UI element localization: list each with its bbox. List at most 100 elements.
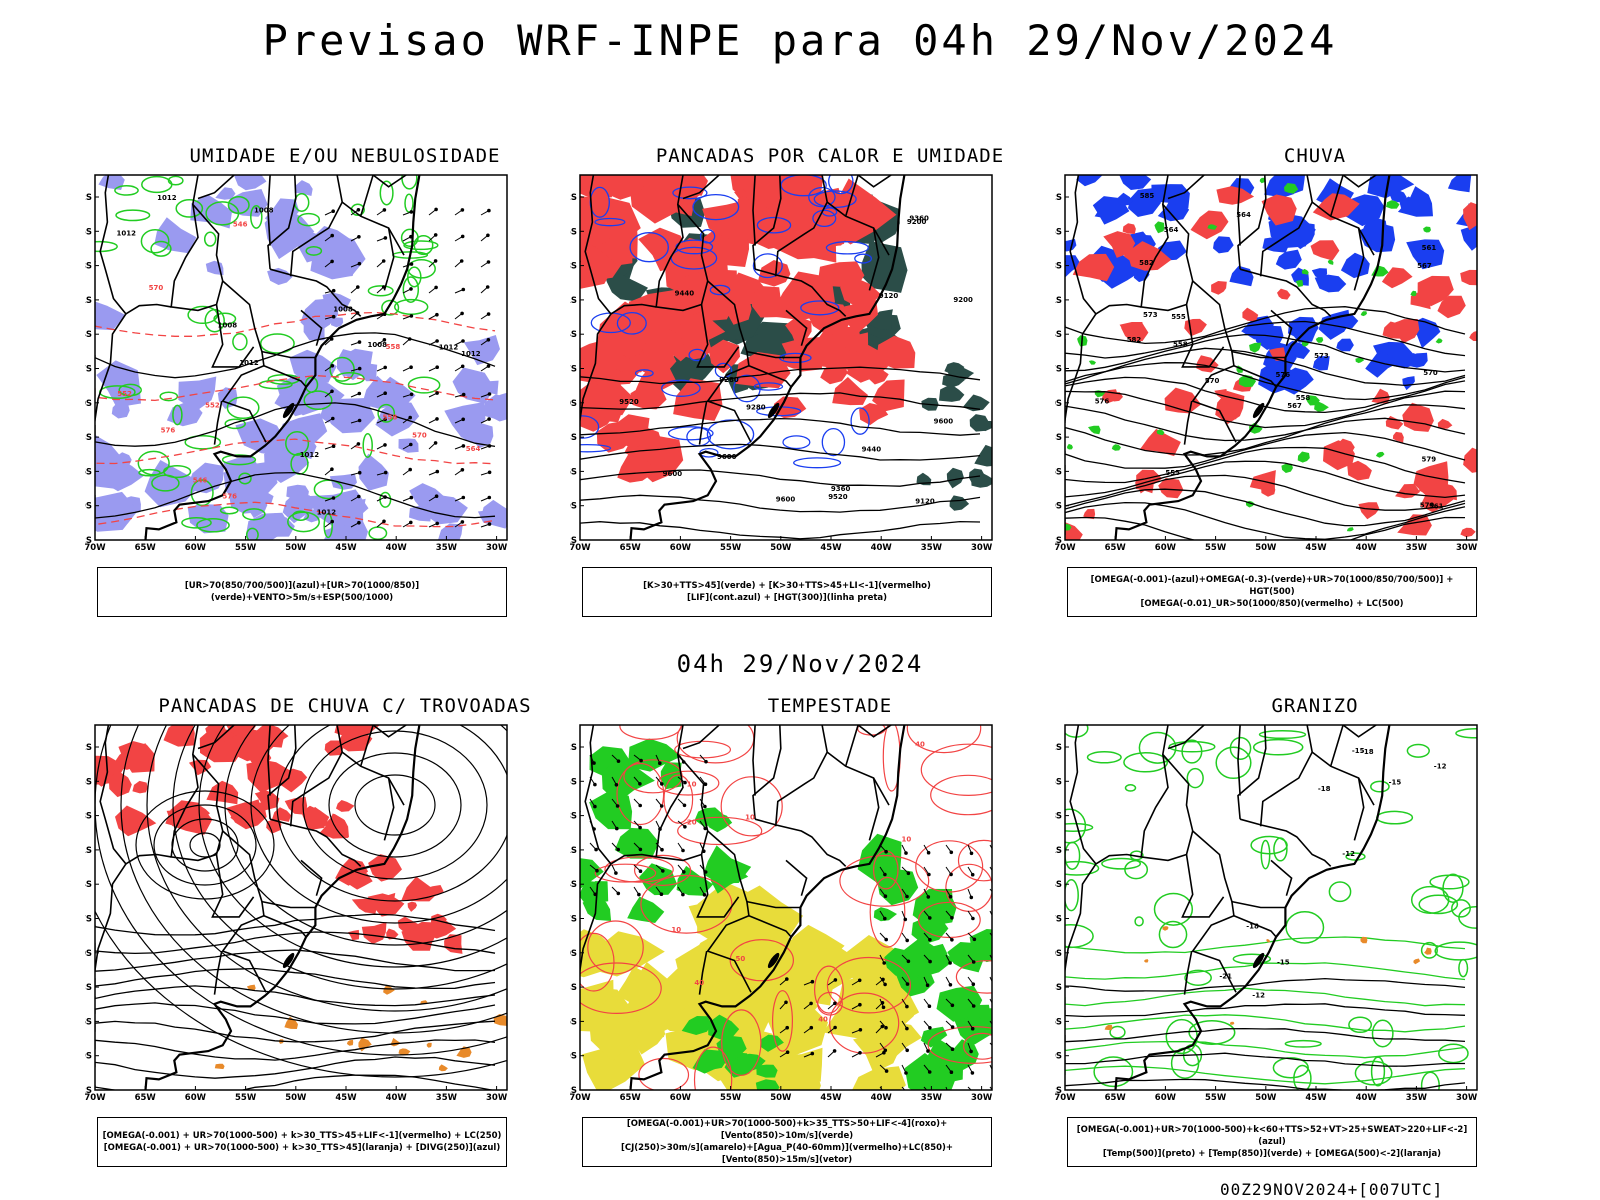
lat-label: 36S [85, 1017, 92, 1027]
contour-line [95, 1020, 496, 1043]
wind-arrow-head [994, 939, 997, 942]
field-blob [1382, 321, 1402, 339]
coastline [144, 175, 421, 540]
border-line [383, 777, 395, 841]
field-blob [581, 1039, 646, 1090]
contour-line [1065, 306, 1466, 345]
field-blob [348, 929, 360, 941]
humidity-contour [258, 379, 293, 390]
wind-arrow-head [356, 442, 361, 446]
coastline [629, 725, 906, 1090]
field-blob [254, 790, 280, 811]
pw-contour [693, 1046, 733, 1090]
wind-arrow-head [433, 441, 438, 445]
wind-arrow-head [926, 895, 931, 899]
lif-contour [793, 457, 842, 469]
field-blob [1381, 267, 1413, 289]
border-line [1183, 400, 1193, 445]
map-frame [94, 724, 508, 1091]
thickness-contours [95, 311, 496, 528]
wind-arrow-head [994, 1093, 997, 1096]
wind-arrow-head [926, 1049, 930, 1053]
pw-contour [721, 1009, 762, 1076]
field-blob [1360, 936, 1368, 944]
field-blob [294, 180, 313, 196]
field-blob [580, 880, 605, 905]
pw-contour [674, 740, 732, 759]
humidity-contour [115, 209, 151, 222]
lat-label: 39S [1055, 502, 1062, 512]
wind-arrow-head [971, 916, 975, 921]
field-blob [580, 858, 604, 889]
wind-arrow-head [969, 895, 974, 900]
wind-arrow-head [382, 208, 387, 212]
legend-line: [OMEGA(-0.001) + UR>70(1000-500) + k>30_… [102, 1131, 502, 1141]
border-line [267, 725, 297, 820]
field-blob [947, 942, 984, 973]
contour-label: 9200 [953, 296, 973, 304]
contour-label: 561 [1422, 244, 1437, 252]
political-borders [1065, 175, 1377, 445]
field-blob [832, 377, 868, 406]
streamline-zonal [95, 913, 496, 1090]
humidity-contour [303, 390, 333, 411]
pw-contour [813, 965, 844, 1014]
field-blob [1284, 183, 1299, 194]
map-tempestade: 10 10 20 40 40 50 10 40 10 12S 15S 18S 21S 24S 27S 30S 3… [570, 724, 997, 1103]
humidity-contour [245, 527, 259, 540]
pw-contour [839, 854, 930, 907]
wind-arrow-head [357, 340, 362, 344]
wind-arrow-head [949, 1070, 954, 1075]
wind-arrow-head [969, 851, 974, 856]
field-blob [362, 375, 397, 409]
temp850-contour [1370, 780, 1390, 793]
contour-label: 573 [1314, 352, 1329, 360]
contour-label: -15 [1277, 959, 1290, 967]
contour-label: 558 [386, 343, 401, 351]
contour-line [1065, 320, 1466, 359]
field-blob [331, 317, 344, 328]
field-blob [688, 894, 765, 949]
humidity-contour [172, 404, 183, 426]
field-blob [617, 454, 656, 483]
contour-line [580, 469, 981, 487]
wind-arrow-head [434, 207, 438, 212]
field-blob [949, 495, 970, 511]
border-line [1259, 725, 1314, 827]
lon-label: 30W [1456, 543, 1478, 553]
border-line [857, 175, 892, 188]
contour-label: 570 [149, 284, 164, 292]
field-blob [1261, 194, 1297, 226]
wind-arrow-head [409, 314, 414, 318]
pw-contour [619, 725, 682, 740]
legend-chuva: [OMEGA(-0.001)-(azul)+OMEGA(-0.3)-(verde… [1067, 567, 1477, 617]
contour-labels: 10 10 20 40 40 50 10 40 10 [671, 741, 925, 1024]
temp850-contour [1418, 894, 1459, 915]
wind-arrow-head [880, 1001, 885, 1005]
humidity-contour [187, 305, 219, 325]
streamline [224, 725, 507, 946]
border-line [696, 304, 740, 368]
wind-arrow-head [435, 339, 439, 343]
wind-arrow-head [683, 780, 687, 785]
field-blob [1386, 200, 1400, 209]
lif-contour [699, 229, 716, 244]
wind-arrow-head [383, 391, 388, 395]
wind-arrow-head [638, 825, 642, 830]
contour-line [1065, 474, 1466, 511]
border-line [655, 175, 709, 312]
contour-label: 570 [1205, 377, 1220, 385]
contour-label: 9200 [907, 218, 927, 226]
field-blob [1402, 402, 1434, 432]
lat-label: 39S [85, 1052, 92, 1062]
wind-arrow-head [461, 392, 466, 397]
map-frame [94, 174, 508, 541]
wind-arrow [945, 1086, 948, 1090]
field-blob [1259, 177, 1266, 184]
lon-label: 40W [386, 1093, 408, 1103]
border-line [752, 725, 756, 796]
legend-granizo: [OMEGA(-0.001)+UR>70(1000-500)+k<60+TTS>… [1067, 1117, 1477, 1167]
border-line [300, 859, 323, 896]
wind-arrow-head [882, 961, 887, 965]
lat-label: 33S [570, 983, 577, 993]
